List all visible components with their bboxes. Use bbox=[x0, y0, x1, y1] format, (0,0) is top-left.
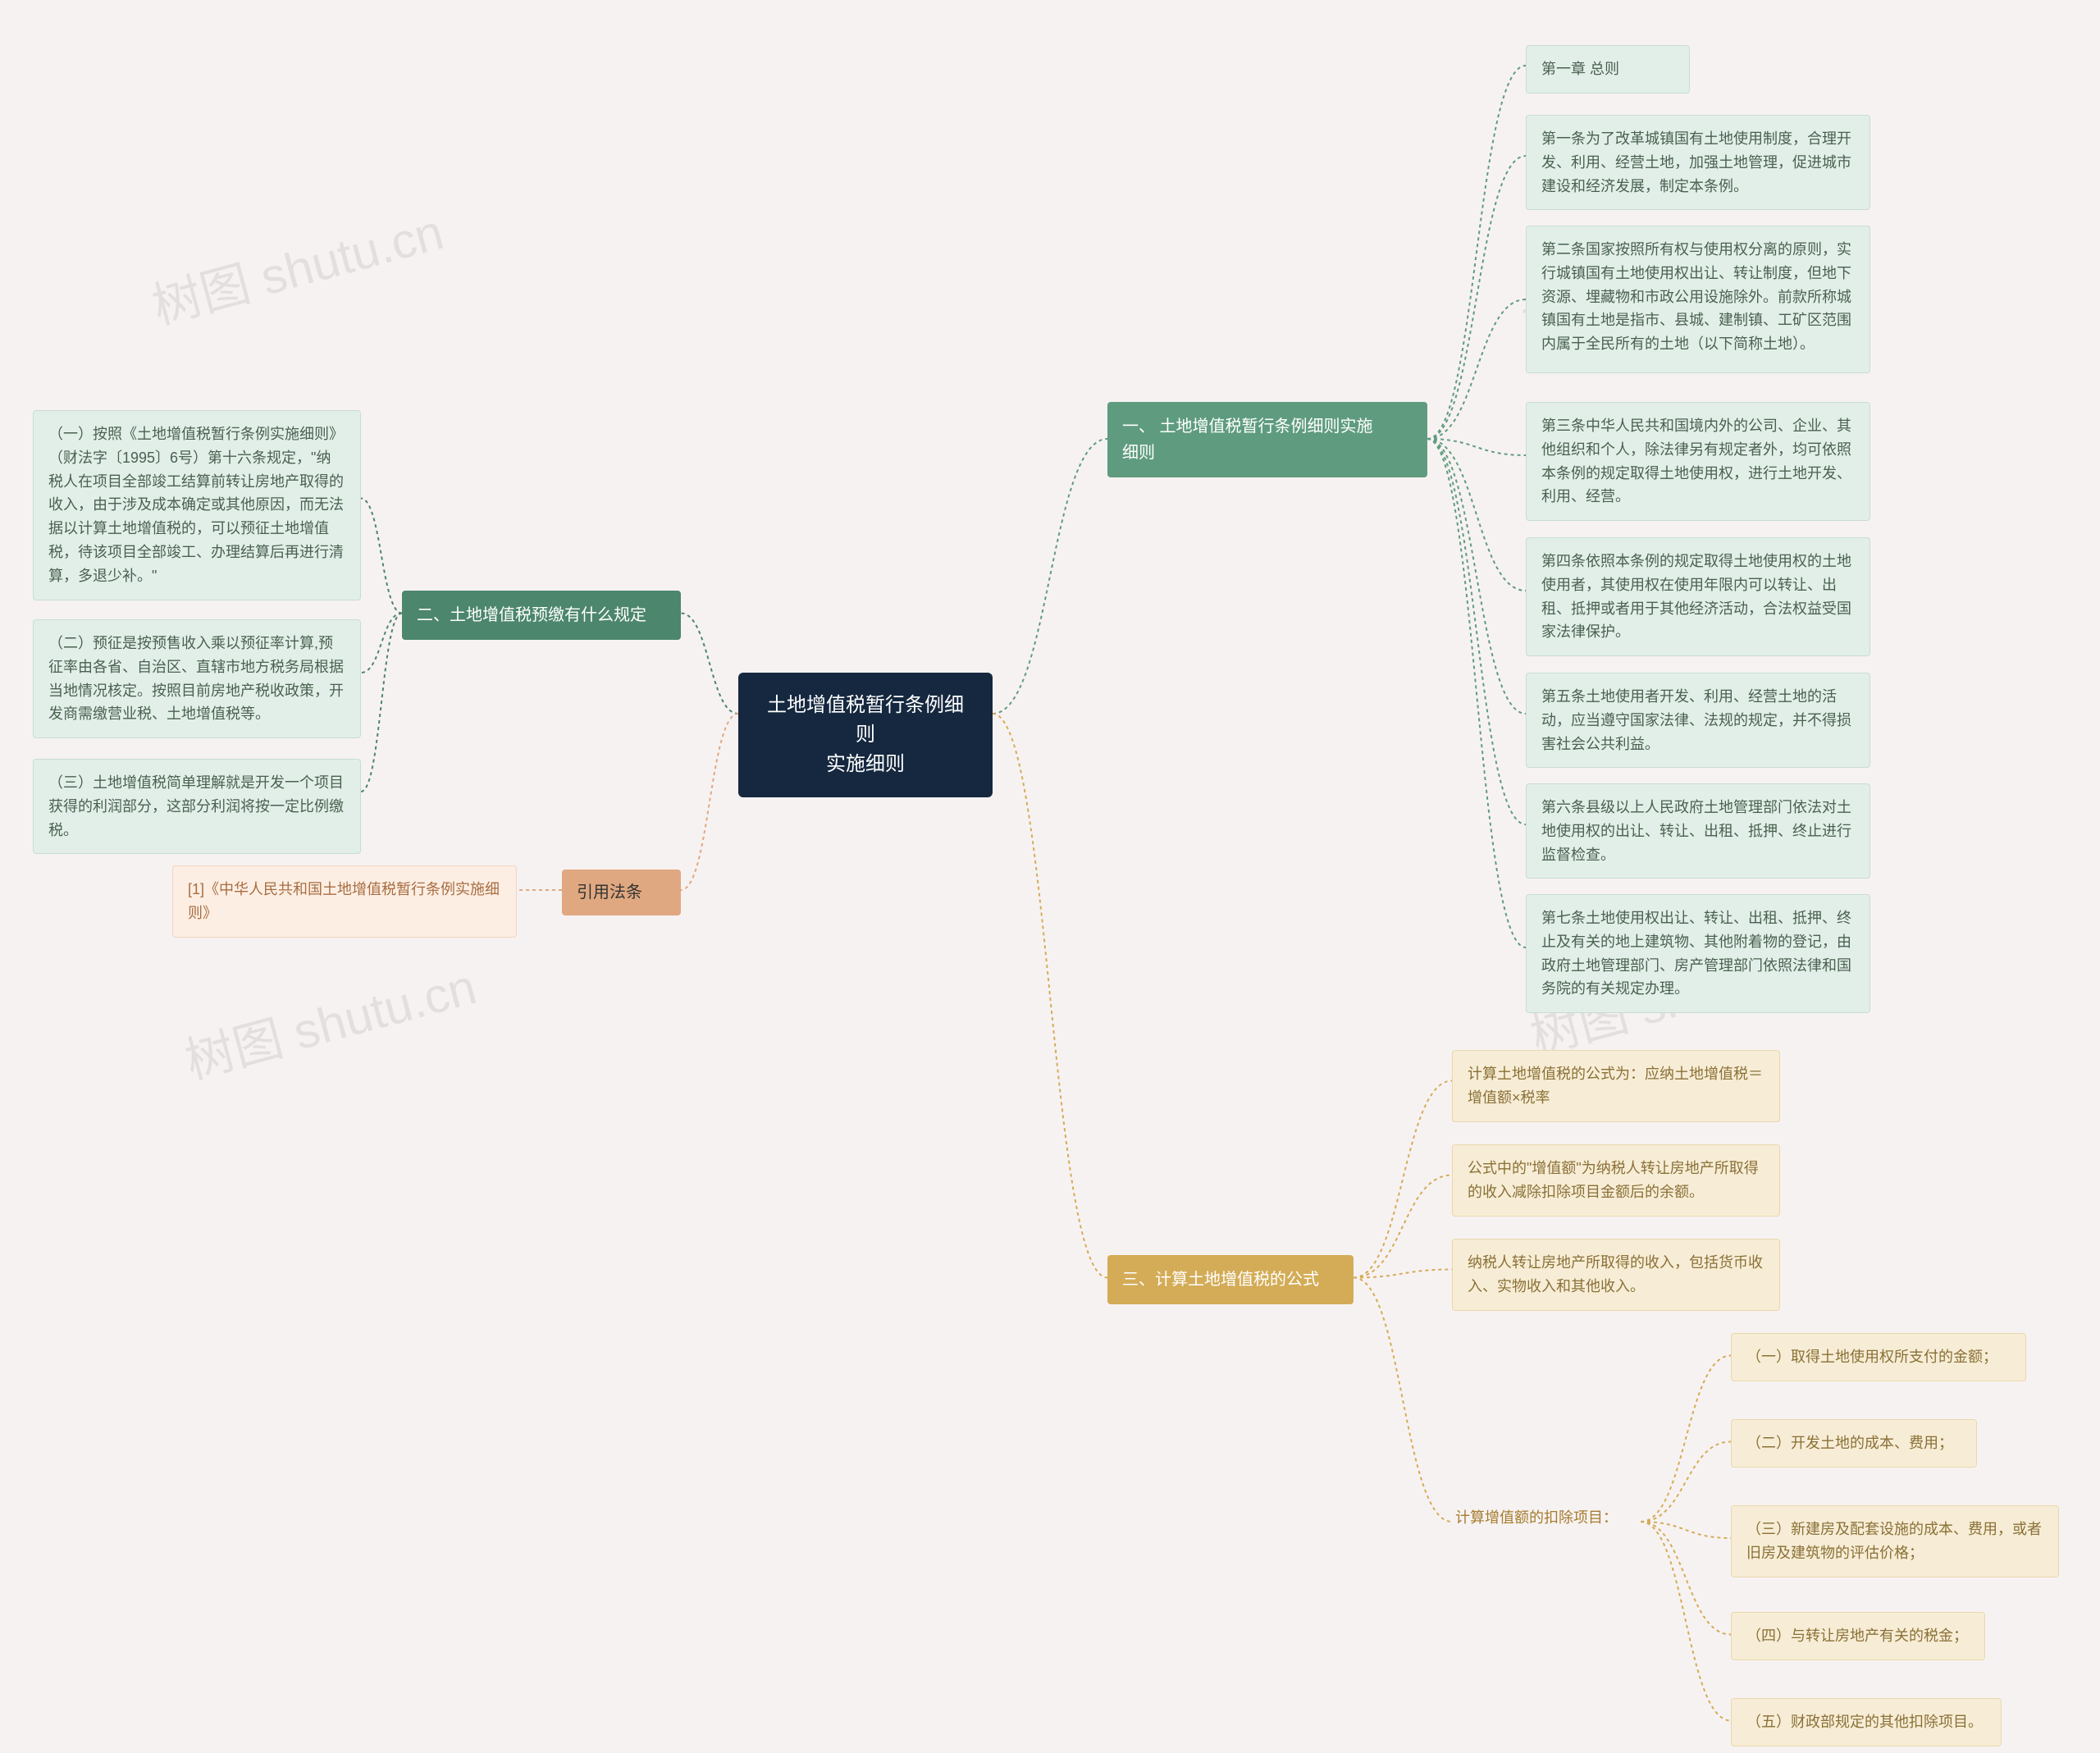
leaf-node: （四）与转让房地产有关的税金； bbox=[1731, 1612, 1985, 1660]
leaf-node: 第六条县级以上人民政府土地管理部门依法对土地使用权的出让、转让、出租、抵押、终止… bbox=[1526, 783, 1870, 879]
watermark: 树图 shutu.cn bbox=[144, 192, 450, 338]
leaf-node: （三）土地增值税简单理解就是开发一个项目获得的利润部分，这部分利润将按一定比例缴… bbox=[33, 759, 361, 854]
leaf-node: 计算土地增值税的公式为：应纳土地增值税＝增值额×税率 bbox=[1452, 1050, 1780, 1122]
leaf-node: 第二条国家按照所有权与使用权分离的原则，实行城镇国有土地使用权出让、转让制度，但… bbox=[1526, 226, 1870, 373]
watermark: 树图 shutu.cn bbox=[176, 947, 483, 1093]
leaf-node: （二）开发土地的成本、费用； bbox=[1731, 1419, 1977, 1468]
branch-node: 三、计算土地增值税的公式 bbox=[1107, 1255, 1354, 1304]
leaf-node: （一）按照《土地增值税暂行条例实施细则》（财法字〔1995〕6号）第十六条规定，… bbox=[33, 410, 361, 600]
leaf-node: 纳税人转让房地产所取得的收入，包括货币收入、实物收入和其他收入。 bbox=[1452, 1239, 1780, 1311]
center-node: 土地增值税暂行条例细则实施细则 bbox=[738, 673, 993, 797]
leaf-node: [1]《中华人民共和国土地增值税暂行条例实施细则》 bbox=[172, 865, 517, 938]
leaf-node: 第一条为了改革城镇国有土地使用制度，合理开发、利用、经营土地，加强土地管理，促进… bbox=[1526, 115, 1870, 210]
leaf-node: 第五条土地使用者开发、利用、经营土地的活动，应当遵守国家法律、法规的规定，并不得… bbox=[1526, 673, 1870, 768]
leaf-node: （一）取得土地使用权所支付的金额； bbox=[1731, 1333, 2026, 1381]
leaf-node: （二）预征是按预售收入乘以预征率计算,预征率由各省、自治区、直辖市地方税务局根据… bbox=[33, 619, 361, 738]
leaf-node: 计算增值额的扣除项目： bbox=[1452, 1501, 1641, 1542]
leaf-node: 公式中的"增值额"为纳税人转让房地产所取得的收入减除扣除项目金额后的余额。 bbox=[1452, 1144, 1780, 1217]
branch-node: 二、土地增值税预缴有什么规定 bbox=[402, 591, 681, 640]
leaf-node: 第三条中华人民共和国境内外的公司、企业、其他组织和个人，除法律另有规定者外，均可… bbox=[1526, 402, 1870, 521]
branch-node: 引用法条 bbox=[562, 870, 681, 915]
leaf-node: （五）财政部规定的其他扣除项目。 bbox=[1731, 1698, 2002, 1746]
branch-node: 一、 土地增值税暂行条例细则实施细则 bbox=[1107, 402, 1427, 477]
leaf-node: 第七条土地使用权出让、转让、出租、抵押、终止及有关的地上建筑物、其他附着物的登记… bbox=[1526, 894, 1870, 1013]
leaf-node: （三）新建房及配套设施的成本、费用，或者旧房及建筑物的评估价格； bbox=[1731, 1505, 2059, 1577]
leaf-node: 第一章 总则 bbox=[1526, 45, 1690, 94]
leaf-node: 第四条依照本条例的规定取得土地使用权的土地使用者，其使用权在使用年限内可以转让、… bbox=[1526, 537, 1870, 656]
